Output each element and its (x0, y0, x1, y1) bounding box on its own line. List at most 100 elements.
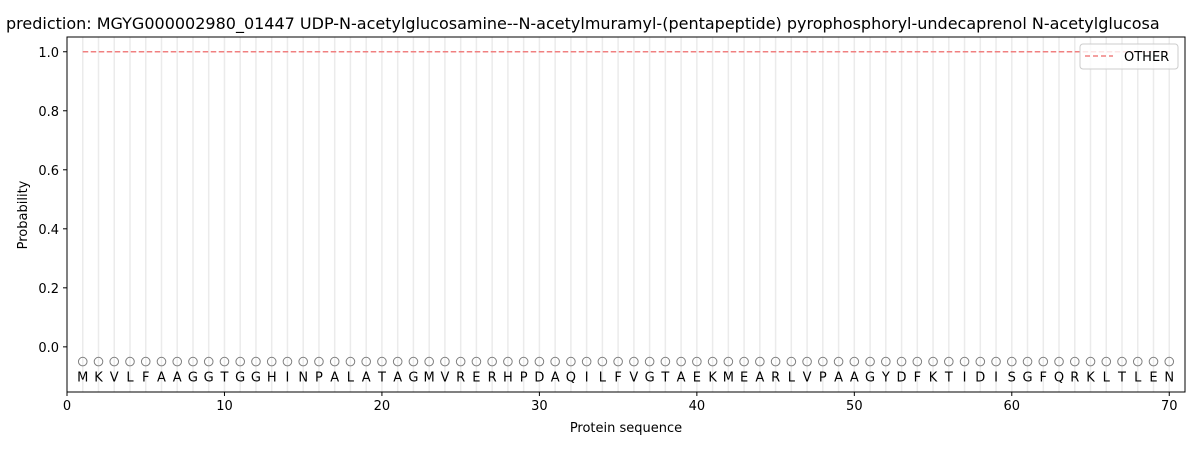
residue-marker (550, 356, 560, 367)
residue-label: E (1149, 371, 1157, 386)
legend: OTHER (1079, 43, 1179, 70)
residue-marker (739, 356, 749, 367)
residue-label: S (1008, 371, 1016, 386)
residue-marker (345, 356, 356, 367)
residue-marker (865, 356, 875, 367)
chart-title: prediction: MGYG000002980_01447 UDP-N-ac… (6, 14, 1160, 34)
residue-label: Q (1054, 371, 1064, 386)
residue-marker (1101, 356, 1112, 367)
residue-marker (1038, 356, 1049, 367)
y-tick-label: 0.2 (38, 282, 59, 297)
residue-label: L (1103, 371, 1111, 386)
residue-marker (849, 356, 860, 367)
legend-label-other: OTHER (1124, 50, 1169, 65)
residue-marker (928, 356, 938, 367)
residue-label: L (126, 371, 134, 386)
residue-label: G (204, 371, 214, 386)
residue-marker (896, 356, 907, 367)
residue-marker (692, 356, 702, 367)
x-tick-label: 60 (1004, 399, 1021, 414)
residue-marker (1164, 356, 1175, 367)
residue-label: D (897, 371, 907, 386)
residue-label: R (1070, 371, 1079, 386)
residue-label: N (298, 371, 308, 386)
plot-frame (66, 36, 1186, 393)
y-axis-label: Probability (16, 180, 31, 249)
residue-label: I (963, 371, 967, 386)
residue-marker (1054, 356, 1064, 367)
residue-marker (770, 356, 781, 367)
residue-marker (266, 356, 277, 367)
residue-marker (392, 356, 403, 367)
residue-marker (361, 356, 371, 367)
x-tick-label: 50 (846, 399, 863, 414)
residue-label: T (944, 371, 953, 386)
y-tick-label: 1.0 (38, 46, 59, 61)
residue-marker (203, 356, 214, 367)
residue-marker (172, 356, 183, 367)
residue-marker (140, 356, 151, 367)
residue-marker (597, 356, 608, 367)
residue-marker (676, 356, 686, 367)
residue-label: D (975, 371, 985, 386)
residue-label: P (819, 371, 827, 386)
residue-label: E (472, 371, 480, 386)
residue-label: K (708, 371, 717, 386)
y-tick-label: 0.4 (38, 223, 59, 238)
residue-label: M (723, 371, 734, 386)
residue-marker (802, 356, 812, 367)
residue-label: F (142, 371, 149, 386)
residue-marker (455, 356, 466, 367)
residue-marker (77, 356, 88, 367)
residue-label: K (94, 371, 103, 386)
legend-box (1079, 43, 1179, 70)
y-tick-label: 0.8 (38, 105, 59, 120)
residue-label: A (173, 371, 182, 386)
residue-marker (833, 356, 844, 367)
residue-marker (707, 356, 718, 367)
residue-label: G (1022, 371, 1032, 386)
residue-marker (282, 356, 293, 367)
residue-label: L (347, 371, 355, 386)
residue-label: F (1040, 371, 1047, 386)
residue-marker (786, 356, 797, 367)
residue-label: E (693, 371, 701, 386)
residue-marker (566, 356, 576, 367)
residue-label: N (1164, 371, 1174, 386)
x-tick-label: 40 (689, 399, 706, 414)
residue-label: G (645, 371, 655, 386)
residue-label: Y (881, 371, 890, 386)
residue-marker (93, 356, 104, 367)
residue-label: R (488, 371, 497, 386)
residue-label: H (267, 371, 277, 386)
residue-marker (1085, 356, 1096, 367)
residue-label: P (315, 371, 323, 386)
residue-marker (975, 356, 986, 367)
residue-label: V (440, 371, 449, 386)
y-axis: 0.0 0.2 0.4 0.6 0.8 1.0 (38, 46, 67, 356)
residue-marker (329, 356, 340, 367)
x-tick-label: 10 (216, 399, 233, 414)
residue-label: T (219, 371, 228, 386)
residue-marker (613, 356, 623, 367)
residue-label: F (914, 371, 921, 386)
residue-label: A (551, 371, 560, 386)
residue-marker (1148, 356, 1159, 367)
residue-marker (440, 356, 450, 367)
residue-marker (534, 356, 545, 367)
residue-label: I (286, 371, 290, 386)
residue-label: E (740, 371, 748, 386)
residue-marker (251, 356, 261, 367)
residue-label: R (456, 371, 465, 386)
residue-label: H (503, 371, 513, 386)
residue-marker (1117, 356, 1127, 367)
residue-marker (581, 356, 592, 367)
residue-label: T (1117, 371, 1126, 386)
residue-marker (1022, 356, 1033, 367)
x-axis: 0 10 20 30 40 50 60 70 (63, 392, 1178, 414)
residue-label: A (677, 371, 686, 386)
residue-label: A (850, 371, 859, 386)
residue-marker (1069, 356, 1080, 367)
residue-label: G (408, 371, 418, 386)
residue-marker (881, 356, 891, 367)
